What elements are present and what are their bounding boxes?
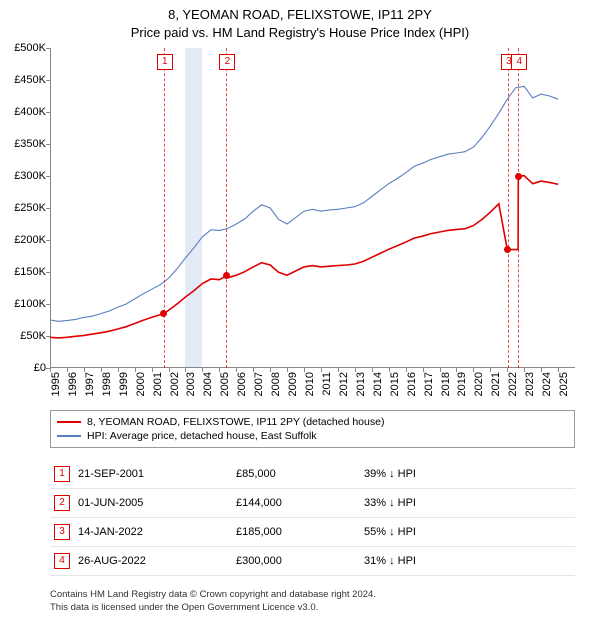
y-axis-label: £450K [14,74,46,86]
chart-lines-svg [50,48,575,368]
y-tick [46,176,50,177]
y-tick [46,208,50,209]
y-tick [46,272,50,273]
x-axis-label: 2006 [236,372,248,396]
series-property [50,176,558,338]
x-axis-label: 2012 [338,372,350,396]
y-axis-label: £350K [14,138,46,150]
y-axis-label: £100K [14,298,46,310]
y-tick [46,144,50,145]
y-tick [46,336,50,337]
x-axis-label: 2022 [507,372,519,396]
footer-line2: This data is licensed under the Open Gov… [50,602,575,614]
event-price: £85,000 [236,468,356,480]
x-axis-label: 2009 [287,372,299,396]
y-axis-label: £400K [14,106,46,118]
x-axis-label: 2004 [202,372,214,396]
x-axis-label: 2021 [490,372,502,396]
y-axis-label: £150K [14,266,46,278]
x-axis-label: 2011 [321,372,333,396]
y-axis-label: £200K [14,234,46,246]
x-axis-label: 2017 [423,372,435,396]
y-axis-label: £500K [14,42,46,54]
event-delta: 31% ↓ HPI [364,555,571,567]
x-axis-label: 2023 [524,372,536,396]
event-date: 14-JAN-2022 [78,526,228,538]
event-delta: 39% ↓ HPI [364,468,571,480]
event-date: 26-AUG-2022 [78,555,228,567]
event-marker-line [226,48,227,368]
event-date: 21-SEP-2001 [78,468,228,480]
title-line2: Price paid vs. HM Land Registry's House … [0,24,600,42]
x-axis-label: 1999 [118,372,130,396]
event-date: 01-JUN-2005 [78,497,228,509]
y-tick [46,80,50,81]
x-axis-label: 2008 [270,372,282,396]
event-badge: 2 [219,54,235,70]
x-axis-label: 2005 [219,372,231,396]
x-axis-label: 2016 [406,372,418,396]
sales-events-table: 1 21-SEP-2001 £85,000 39% ↓ HPI 2 01-JUN-2005… [50,460,575,576]
y-axis-label: £300K [14,170,46,182]
event-badge: 1 [157,54,173,70]
event-row: 3 14-JAN-2022 £185,000 55% ↓ HPI [50,518,575,547]
event-row: 4 26-AUG-2022 £300,000 31% ↓ HPI [50,547,575,576]
event-row-badge: 2 [54,495,70,511]
x-axis-label: 1996 [67,372,79,396]
event-row: 1 21-SEP-2001 £85,000 39% ↓ HPI [50,460,575,489]
y-tick [46,240,50,241]
legend-swatch [57,421,81,423]
x-axis-label: 2024 [541,372,553,396]
event-row: 2 01-JUN-2005 £144,000 33% ↓ HPI [50,489,575,518]
x-axis-label: 1997 [84,372,96,396]
series-hpi [50,86,558,321]
x-axis-label: 2010 [304,372,316,396]
y-tick [46,48,50,49]
event-row-badge: 3 [54,524,70,540]
legend-item: HPI: Average price, detached house, East… [57,429,568,443]
title-line1: 8, YEOMAN ROAD, FELIXSTOWE, IP11 2PY [0,6,600,24]
chart-title: 8, YEOMAN ROAD, FELIXSTOWE, IP11 2PY Pri… [0,0,600,41]
y-axis-label: £0 [34,362,46,374]
legend-item: 8, YEOMAN ROAD, FELIXSTOWE, IP11 2PY (de… [57,415,568,429]
price-chart: £0£50K£100K£150K£200K£250K£300K£350K£400… [50,48,575,368]
event-delta: 33% ↓ HPI [364,497,571,509]
chart-legend: 8, YEOMAN ROAD, FELIXSTOWE, IP11 2PY (de… [50,410,575,448]
event-marker-line [518,48,519,368]
x-axis-label: 2020 [473,372,485,396]
x-axis-label: 1995 [50,372,62,396]
event-badge: 4 [511,54,527,70]
x-axis-label: 1998 [101,372,113,396]
legend-label: HPI: Average price, detached house, East… [87,430,317,442]
event-marker-line [508,48,509,368]
event-price: £300,000 [236,555,356,567]
y-tick [46,112,50,113]
x-axis-label: 2014 [372,372,384,396]
sale-marker [515,173,522,180]
x-axis-label: 2013 [355,372,367,396]
x-axis-label: 2015 [389,372,401,396]
y-axis-label: £250K [14,202,46,214]
event-price: £144,000 [236,497,356,509]
legend-swatch [57,435,81,437]
event-delta: 55% ↓ HPI [364,526,571,538]
x-axis-label: 2000 [135,372,147,396]
x-axis-label: 2019 [456,372,468,396]
legend-label: 8, YEOMAN ROAD, FELIXSTOWE, IP11 2PY (de… [87,416,384,428]
data-attribution: Contains HM Land Registry data © Crown c… [50,589,575,614]
x-axis-label: 2025 [558,372,570,396]
x-axis-label: 2003 [185,372,197,396]
x-axis-label: 2018 [440,372,452,396]
event-row-badge: 1 [54,466,70,482]
y-tick [46,304,50,305]
x-axis-label: 2002 [169,372,181,396]
event-price: £185,000 [236,526,356,538]
footer-line1: Contains HM Land Registry data © Crown c… [50,589,575,601]
x-axis-label: 2007 [253,372,265,396]
x-axis-label: 2001 [152,372,164,396]
y-axis-label: £50K [20,330,46,342]
event-row-badge: 4 [54,553,70,569]
event-marker-line [164,48,165,368]
